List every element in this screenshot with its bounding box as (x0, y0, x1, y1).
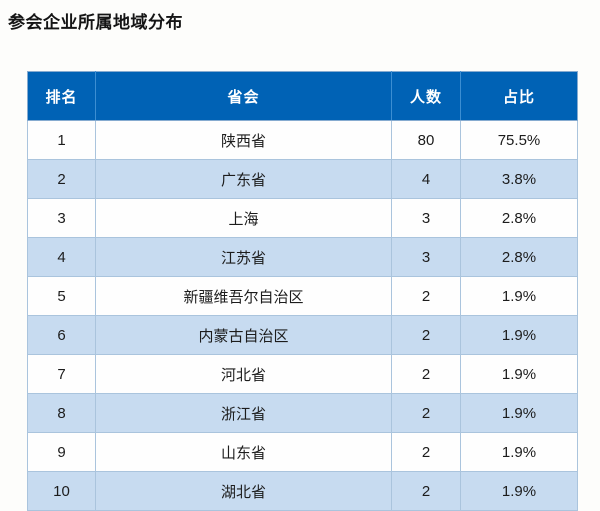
table-header-row: 排名 省会 人数 占比 (27, 71, 578, 121)
cell-region: 陕西省 (95, 120, 392, 160)
cell-pct: 1.9% (460, 393, 578, 433)
table-row: 7 河北省 2 1.9% (27, 354, 578, 394)
column-header-count: 人数 (391, 71, 461, 121)
cell-count: 80 (391, 120, 461, 160)
page-title: 参会企业所属地域分布 (8, 13, 183, 32)
cell-region: 上海 (95, 198, 392, 238)
cell-region: 河北省 (95, 354, 392, 394)
cell-pct: 75.5% (460, 120, 578, 160)
cell-pct: 1.9% (460, 432, 578, 472)
cell-count: 2 (391, 471, 461, 511)
column-header-region: 省会 (95, 71, 392, 121)
cell-rank: 3 (27, 198, 96, 238)
cell-pct: 3.8% (460, 159, 578, 199)
cell-pct: 2.8% (460, 198, 578, 238)
table-row: 9 山东省 2 1.9% (27, 432, 578, 472)
cell-pct: 1.9% (460, 315, 578, 355)
cell-rank: 8 (27, 393, 96, 433)
region-distribution-table: 排名 省会 人数 占比 1 陕西省 80 75.5% 2 广东省 4 3.8% … (27, 71, 578, 511)
cell-region: 广东省 (95, 159, 392, 199)
table-row: 2 广东省 4 3.8% (27, 159, 578, 199)
table-header: 排名 省会 人数 占比 (27, 71, 578, 121)
cell-pct: 1.9% (460, 471, 578, 511)
cell-count: 2 (391, 276, 461, 316)
table-row: 5 新疆维吾尔自治区 2 1.9% (27, 276, 578, 316)
cell-region: 湖北省 (95, 471, 392, 511)
cell-rank: 7 (27, 354, 96, 394)
column-header-rank: 排名 (27, 71, 96, 121)
cell-region: 浙江省 (95, 393, 392, 433)
cell-rank: 10 (27, 471, 96, 511)
cell-rank: 6 (27, 315, 96, 355)
cell-rank: 2 (27, 159, 96, 199)
table-row: 10 湖北省 2 1.9% (27, 471, 578, 511)
table-row: 1 陕西省 80 75.5% (27, 120, 578, 160)
table-row: 6 内蒙古自治区 2 1.9% (27, 315, 578, 355)
cell-count: 2 (391, 354, 461, 394)
cell-pct: 1.9% (460, 276, 578, 316)
table-row: 3 上海 3 2.8% (27, 198, 578, 238)
cell-pct: 1.9% (460, 354, 578, 394)
cell-rank: 9 (27, 432, 96, 472)
cell-count: 2 (391, 393, 461, 433)
cell-count: 2 (391, 432, 461, 472)
cell-rank: 5 (27, 276, 96, 316)
cell-rank: 4 (27, 237, 96, 277)
cell-region: 内蒙古自治区 (95, 315, 392, 355)
cell-count: 3 (391, 237, 461, 277)
table-row: 4 江苏省 3 2.8% (27, 237, 578, 277)
column-header-pct: 占比 (460, 71, 578, 121)
cell-pct: 2.8% (460, 237, 578, 277)
cell-rank: 1 (27, 120, 96, 160)
cell-region: 江苏省 (95, 237, 392, 277)
cell-count: 3 (391, 198, 461, 238)
cell-region: 山东省 (95, 432, 392, 472)
cell-region: 新疆维吾尔自治区 (95, 276, 392, 316)
cell-count: 2 (391, 315, 461, 355)
table-row: 8 浙江省 2 1.9% (27, 393, 578, 433)
table-body: 1 陕西省 80 75.5% 2 广东省 4 3.8% 3 上海 3 2.8% … (27, 120, 578, 511)
cell-count: 4 (391, 159, 461, 199)
